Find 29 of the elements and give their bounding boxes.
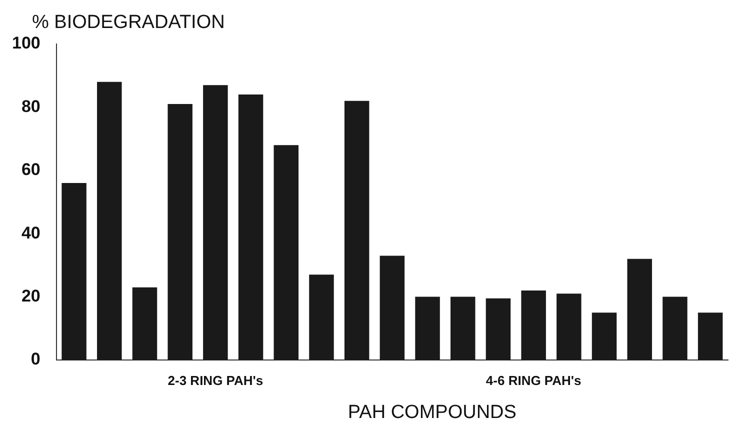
bar <box>486 298 511 360</box>
bar <box>627 258 652 360</box>
y-axis-title: % BIODEGRADATION <box>32 12 225 33</box>
bar <box>309 274 334 360</box>
bar <box>238 94 264 360</box>
bar <box>132 287 158 360</box>
bar <box>415 296 440 360</box>
x-axis-title: PAH COMPOUNDS <box>348 402 516 423</box>
bar <box>344 100 370 360</box>
y-tick-label: 60 <box>21 160 40 180</box>
bar <box>521 290 546 360</box>
bar <box>450 296 476 360</box>
bar <box>62 183 86 360</box>
y-tick-label: 100 <box>12 34 40 53</box>
text: 2-3 RING PAH's <box>168 373 264 388</box>
bar <box>698 312 723 360</box>
bar <box>592 312 617 360</box>
bar <box>662 296 688 360</box>
y-tick-label: 80 <box>21 96 40 116</box>
bar <box>168 104 192 360</box>
text: 4-6 RING PAH's <box>486 373 582 388</box>
bar <box>203 85 228 360</box>
bar <box>380 256 405 360</box>
bar <box>97 82 122 360</box>
bar <box>556 294 582 360</box>
y-tick-label: 40 <box>21 223 40 242</box>
y-tick-label: 0 <box>30 350 40 369</box>
y-tick-label: 20 <box>21 286 40 306</box>
bar <box>274 145 299 360</box>
